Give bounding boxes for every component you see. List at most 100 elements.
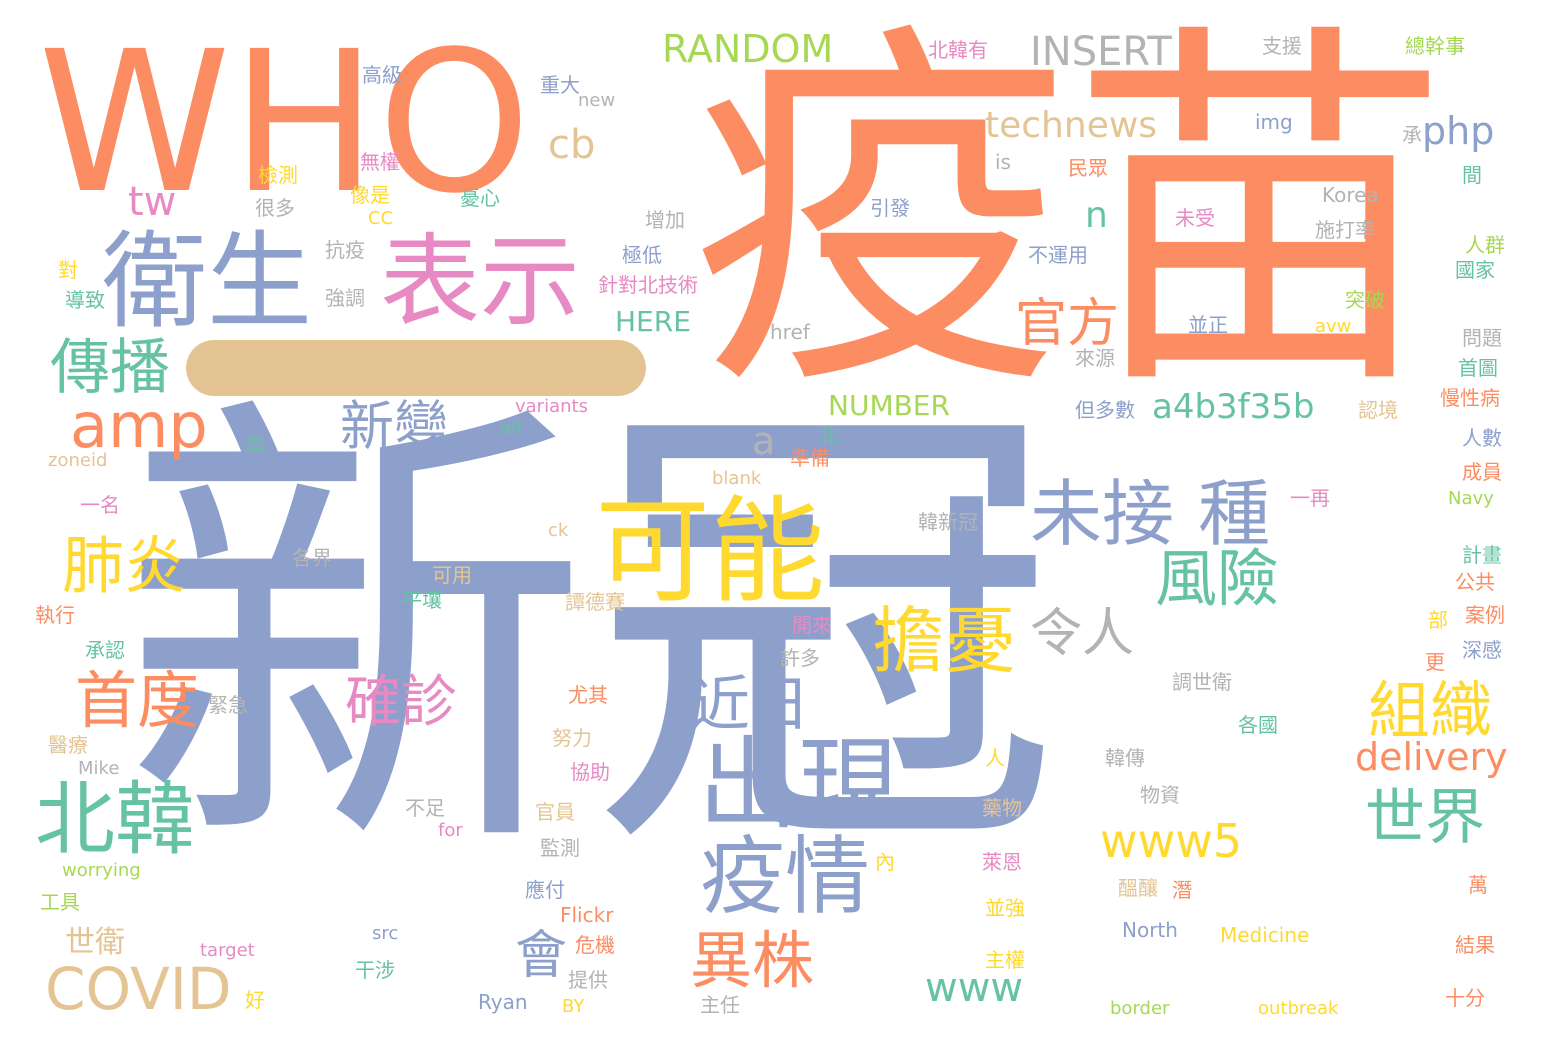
word-pingrang: 平壤: [402, 588, 442, 612]
word-worrying: worrying: [62, 860, 141, 881]
word-feiyan: 肺炎: [62, 529, 187, 602]
word-here: HERE: [615, 305, 691, 338]
word-zongganshi: 總幹事: [1405, 34, 1465, 58]
word-shoutu: 首圖: [1458, 356, 1498, 380]
word-keyong: 可用: [432, 563, 472, 587]
word-number: NUMBER: [828, 389, 950, 422]
word-alt: alt: [500, 418, 524, 439]
word-jinri: 近日: [690, 670, 810, 740]
word-technews: technews: [985, 105, 1158, 146]
word-href: href: [770, 320, 810, 344]
word-ryan: Ryan: [478, 990, 528, 1014]
word-tigong: 提供: [568, 968, 608, 992]
word-chengyuan: 成員: [1462, 460, 1502, 484]
word-mike: Mike: [78, 758, 120, 779]
word-zhong: 種: [1198, 472, 1271, 556]
word-medicine: Medicine: [1220, 923, 1310, 947]
word-kangyi: 抗疫: [325, 238, 365, 262]
word-chengren: 承認: [85, 638, 125, 662]
word-yizhu: 異株: [690, 924, 815, 997]
word-zhiyuan: 支援: [1262, 34, 1302, 58]
word-jian: 間: [1462, 163, 1482, 187]
word-a4b3f35b: a4b3f35b: [1152, 387, 1315, 427]
word-yiliao: 醫療: [48, 733, 88, 757]
word-zhixing: 執行: [35, 603, 75, 627]
word-gongju: 工具: [40, 890, 80, 914]
word-beihan: 北韓: [35, 773, 195, 866]
word-zoneid: zoneid: [48, 450, 108, 471]
word-new: new: [578, 90, 616, 111]
word-weisheng: 衛生: [102, 221, 313, 343]
word-renshu: 人數: [1462, 426, 1502, 450]
word-tupo: 突破: [1345, 288, 1385, 312]
word-zhongda: 重大: [540, 73, 580, 97]
word-yingfu: 應付: [525, 878, 565, 902]
word-renqun: 人群: [1465, 233, 1505, 257]
word-geguo: 各國: [1238, 713, 1278, 737]
word-buyunyong: 不運用: [1028, 243, 1088, 267]
word-wenti: 問題: [1462, 326, 1502, 350]
word-anli: 案例: [1465, 603, 1505, 627]
word-ren: 人: [985, 746, 1005, 770]
word-zhuquan: 主權: [985, 948, 1025, 972]
word-diaoshiwei: 調世衛: [1172, 670, 1232, 694]
word-bingzheng: 並正: [1188, 313, 1228, 337]
word-jiance: 檢測: [258, 163, 298, 187]
word-cheng: 承: [1402, 123, 1422, 147]
word-buzu: 不足: [405, 796, 445, 820]
word-variants: variants: [515, 396, 588, 417]
word-weiji: 危機: [575, 933, 615, 957]
word-north: North: [1122, 918, 1178, 942]
word-yaowu: 藥物: [982, 796, 1022, 820]
word-zhuren: 主任: [700, 993, 740, 1017]
word-gejie: 各界: [292, 546, 332, 570]
word-bar-shape: [186, 340, 646, 396]
word-a: a: [752, 419, 776, 463]
word-xinguan: 新冠: [120, 361, 1060, 908]
word-keneng: 可能: [595, 485, 826, 619]
word-ganshe: 干涉: [355, 958, 395, 982]
word-guojia: 國家: [1455, 258, 1495, 282]
word-danduoshu: 但多數: [1075, 398, 1135, 422]
word-xiezhu: 協助: [570, 760, 610, 784]
word-zhunbei: 準備: [790, 446, 830, 470]
word-flickr: Flickr: [560, 903, 614, 927]
word-tandesai: 譚德賽: [565, 590, 625, 614]
word-shoudu: 首度: [75, 664, 200, 737]
word-cb: cb: [548, 122, 596, 168]
word-youqi: 尤其: [568, 683, 608, 707]
word-cc: CC: [368, 208, 394, 229]
word-shidalu: 施打率: [1315, 218, 1375, 242]
word-yunniang: 醞釀: [1118, 876, 1158, 900]
word-manxingbing: 慢性病: [1440, 386, 1500, 410]
word-shifen: 十分: [1445, 986, 1485, 1010]
word-for: for: [438, 820, 463, 841]
word-www5: www5: [1100, 814, 1243, 868]
word-weijie: 未接: [1030, 472, 1175, 556]
word-qian: 潛: [1172, 878, 1192, 902]
word-yiqing: 疫情: [700, 828, 871, 927]
word-laiyuan: 來源: [1075, 346, 1115, 370]
word-delivery: delivery: [1355, 735, 1508, 779]
word-wuzi: 物資: [1140, 783, 1180, 807]
word-avw: avw: [1315, 316, 1352, 337]
word-php: php: [1422, 109, 1495, 153]
word-n: n: [1085, 195, 1108, 236]
word-yiming: 一名: [80, 493, 120, 517]
word-yinfa: 引發: [870, 196, 910, 220]
word-weishou: 未受: [1175, 206, 1215, 230]
word-shijie: 世界: [1365, 783, 1485, 853]
word-minzhong: 民眾: [1068, 156, 1108, 180]
word-xuduo: 許多: [780, 646, 820, 670]
word-quezhen: 確診: [345, 670, 457, 735]
word-covid: COVID: [45, 955, 232, 1023]
word-hanchuan: 韓傳: [1105, 746, 1145, 770]
word-amp: amp: [70, 389, 208, 462]
word-kailai: 開來: [792, 613, 832, 637]
word-is: is: [995, 150, 1011, 174]
word-zuzhi: 組織: [1368, 674, 1493, 747]
word-border: border: [1110, 998, 1170, 1019]
word-youxin: 憂心: [460, 186, 500, 210]
word-daozhi: 導致: [65, 288, 105, 312]
word-chuanbo: 傳播: [50, 333, 170, 403]
